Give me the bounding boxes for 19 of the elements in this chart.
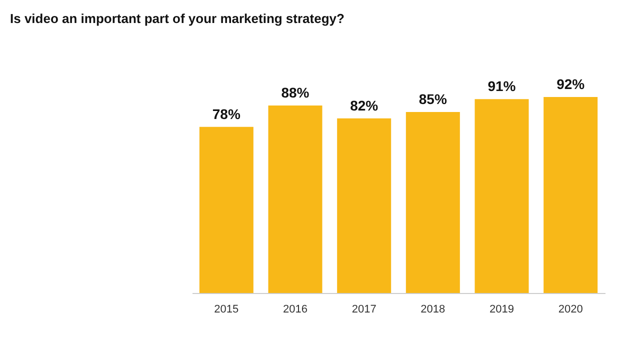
data-label: 78% bbox=[212, 106, 241, 122]
data-label: 82% bbox=[350, 97, 379, 114]
data-label: 85% bbox=[418, 90, 448, 107]
x-tick-label: 2016 bbox=[283, 304, 308, 316]
x-tick-label: 2020 bbox=[558, 304, 583, 316]
bar bbox=[199, 126, 254, 293]
data-label: 88% bbox=[281, 84, 310, 101]
x-tick-label: 2015 bbox=[214, 304, 239, 316]
bar bbox=[544, 97, 598, 293]
bar bbox=[337, 118, 392, 293]
x-tick-label: 2019 bbox=[490, 304, 514, 316]
chart-title: Is video an important part of your marketing strategy? bbox=[10, 11, 345, 26]
bar bbox=[268, 106, 322, 293]
bar bbox=[406, 112, 460, 293]
bar bbox=[474, 99, 529, 293]
data-label: 91% bbox=[488, 78, 516, 94]
data-label: 92% bbox=[556, 76, 586, 92]
x-tick-label: 2017 bbox=[352, 304, 376, 316]
x-tick-label: 2018 bbox=[420, 304, 446, 316]
